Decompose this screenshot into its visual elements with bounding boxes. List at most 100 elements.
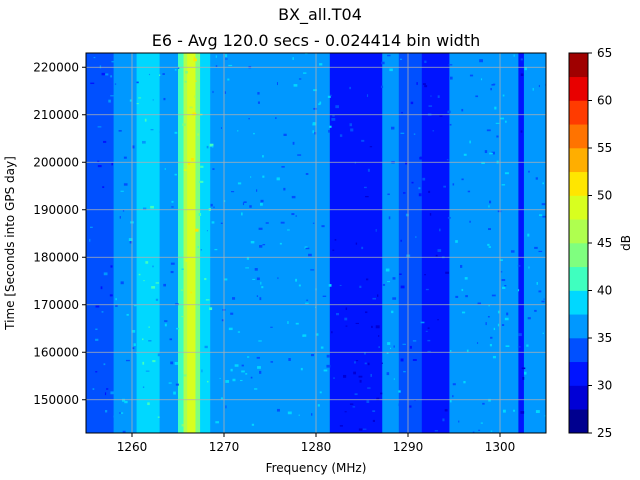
- noise-speck: [280, 221, 285, 224]
- noise-speck: [119, 216, 121, 219]
- noise-speck: [287, 411, 292, 415]
- noise-speck: [333, 377, 335, 379]
- spectrum-band-21: [523, 53, 546, 433]
- noise-speck: [488, 398, 491, 402]
- noise-speck: [225, 380, 230, 383]
- noise-speck: [103, 363, 106, 366]
- noise-speck: [422, 177, 426, 181]
- noise-speck: [118, 130, 122, 132]
- noise-speck: [152, 265, 154, 268]
- noise-speck: [363, 186, 367, 189]
- noise-speck: [517, 346, 521, 348]
- noise-speck: [174, 361, 178, 365]
- spectrum-band-0: [86, 53, 114, 433]
- noise-speck: [138, 97, 142, 99]
- noise-speck: [270, 361, 274, 363]
- noise-speck: [452, 183, 455, 186]
- noise-speck: [295, 322, 299, 325]
- noise-speck: [106, 388, 109, 390]
- noise-speck: [177, 67, 180, 69]
- noise-speck: [328, 284, 332, 287]
- noise-speck: [95, 305, 100, 308]
- noise-speck: [501, 279, 506, 282]
- noise-speck: [361, 139, 365, 142]
- colorbar-level-8: [569, 219, 588, 244]
- noise-speck: [181, 289, 183, 291]
- noise-speck: [257, 101, 260, 104]
- colorbar-tick-label: 30: [597, 379, 612, 393]
- noise-speck: [319, 63, 323, 66]
- noise-speck: [170, 262, 175, 265]
- noise-speck: [405, 213, 409, 217]
- noise-speck: [190, 291, 192, 294]
- noise-speck: [182, 123, 186, 126]
- noise-speck: [312, 222, 315, 224]
- noise-speck: [479, 59, 483, 63]
- noise-speck: [105, 410, 108, 413]
- noise-speck: [439, 115, 443, 117]
- noise-speck: [477, 302, 482, 305]
- noise-speck: [308, 253, 312, 257]
- noise-speck: [241, 370, 245, 373]
- noise-speck: [205, 299, 210, 301]
- noise-speck: [248, 118, 250, 120]
- noise-speck: [504, 317, 509, 321]
- colorbar-label: dB: [619, 235, 633, 251]
- noise-speck: [461, 311, 466, 314]
- noise-speck: [502, 409, 506, 413]
- noise-speck: [276, 408, 280, 412]
- colorbar-tick-label: 25: [597, 426, 612, 440]
- noise-speck: [195, 80, 197, 82]
- colorbar-ticks: 25 30 35 40 45 50 55 60 65: [588, 46, 612, 440]
- noise-speck: [365, 311, 368, 314]
- noise-speck: [362, 428, 367, 430]
- noise-speck: [392, 277, 396, 280]
- noise-speck: [225, 405, 227, 409]
- noise-speck: [381, 61, 385, 65]
- noise-speck: [513, 54, 515, 57]
- noise-speck: [542, 182, 544, 185]
- noise-speck: [326, 354, 330, 358]
- noise-speck: [303, 72, 307, 74]
- noise-speck: [349, 403, 354, 405]
- noise-speck: [298, 414, 300, 416]
- y-tick-label: 160000: [33, 345, 79, 359]
- noise-speck: [249, 205, 252, 208]
- noise-speck: [224, 91, 226, 94]
- noise-speck: [501, 324, 505, 327]
- noise-speck: [330, 94, 332, 97]
- noise-speck: [452, 395, 454, 398]
- noise-speck: [387, 281, 391, 283]
- noise-speck: [361, 246, 364, 250]
- noise-speck: [223, 200, 226, 203]
- noise-speck: [108, 99, 111, 103]
- noise-speck: [298, 78, 302, 80]
- noise-speck: [287, 229, 290, 231]
- colorbar: [569, 53, 588, 434]
- noise-speck: [192, 112, 197, 116]
- noise-speck: [131, 330, 136, 333]
- noise-speck: [276, 177, 280, 181]
- noise-speck: [484, 150, 488, 154]
- noise-speck: [428, 190, 431, 193]
- noise-speck: [206, 145, 209, 149]
- noise-speck: [375, 325, 380, 329]
- noise-speck: [197, 133, 199, 136]
- noise-speck: [353, 371, 357, 375]
- noise-speck: [410, 101, 414, 105]
- noise-speck: [524, 67, 527, 71]
- noise-speck: [240, 379, 243, 382]
- noise-speck: [391, 310, 394, 314]
- noise-speck: [502, 286, 506, 289]
- noise-speck: [200, 249, 203, 251]
- noise-speck: [277, 277, 279, 280]
- noise-speck: [358, 428, 363, 431]
- noise-speck: [367, 387, 371, 389]
- noise-speck: [276, 82, 279, 86]
- noise-speck: [164, 168, 167, 170]
- noise-speck: [430, 95, 432, 97]
- noise-speck: [411, 181, 414, 184]
- noise-speck: [291, 195, 296, 199]
- noise-speck: [206, 230, 208, 232]
- spectrum-band-13: [329, 53, 338, 433]
